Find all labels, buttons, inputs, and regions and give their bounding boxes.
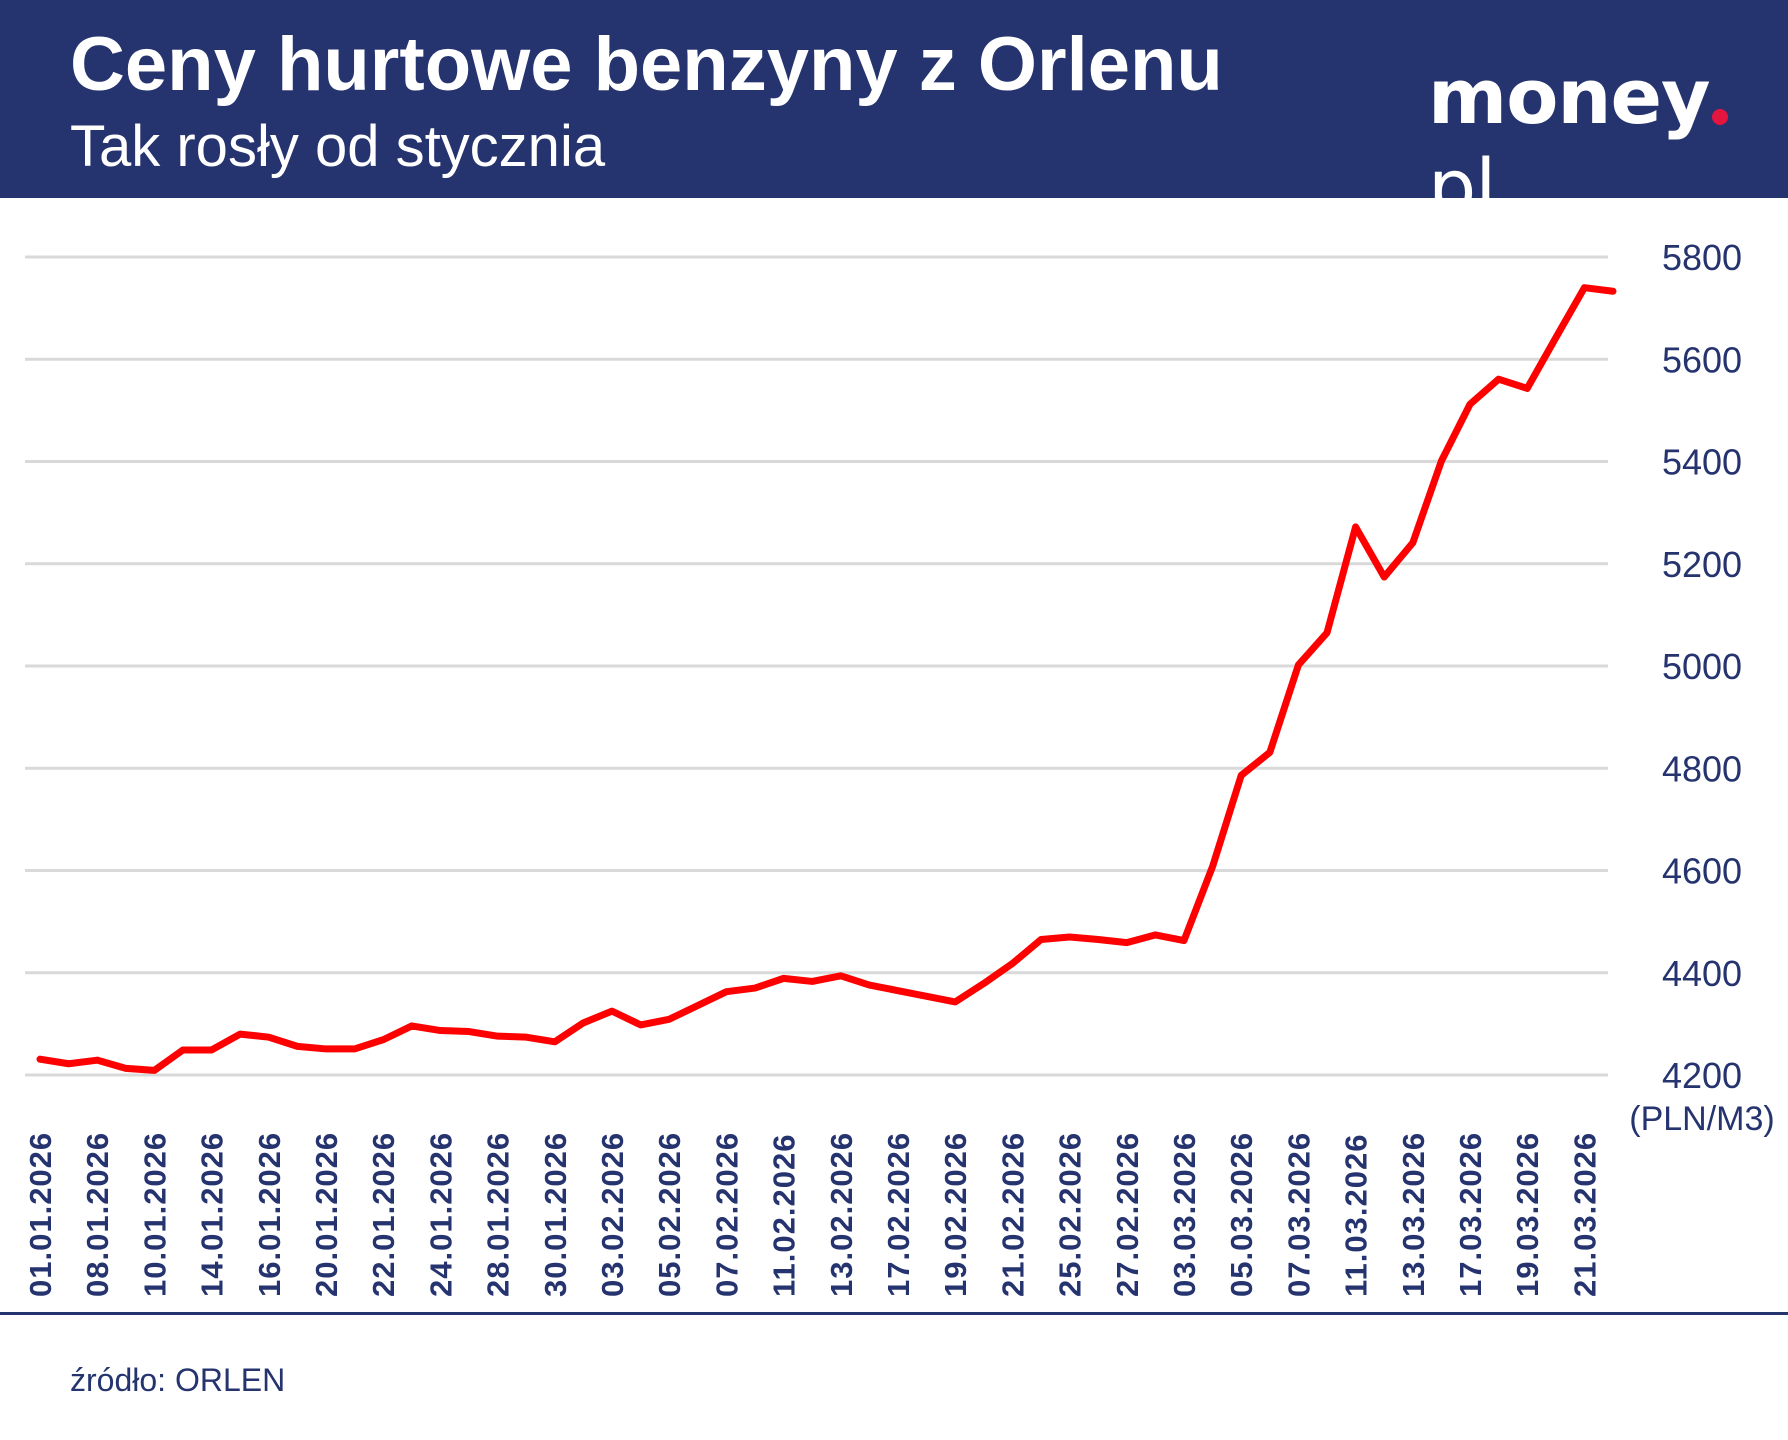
x-tick-label: 03.02.2026 (595, 1132, 630, 1297)
x-tick-label: 27.02.2026 (1110, 1132, 1145, 1297)
y-tick-label: 5000 (1662, 646, 1742, 687)
x-tick-label: 24.01.2026 (423, 1132, 458, 1297)
x-tick-label: 25.02.2026 (1053, 1132, 1088, 1297)
x-tick-label: 28.01.2026 (481, 1132, 516, 1297)
x-tick-label: 14.01.2026 (195, 1132, 230, 1297)
x-tick-label: 30.01.2026 (538, 1132, 573, 1297)
price-line (36, 284, 1617, 1074)
x-tick-label: 16.01.2026 (252, 1132, 287, 1297)
x-tick-label: 10.01.2026 (137, 1132, 172, 1297)
x-tick-label: 11.03.2026 (1339, 1134, 1374, 1297)
x-tick-label: 03.03.2026 (1167, 1132, 1202, 1297)
y-tick-label: 5600 (1662, 339, 1742, 380)
x-tick-label: 22.01.2026 (366, 1132, 401, 1297)
x-tick-label: 13.02.2026 (824, 1132, 859, 1297)
x-tick-label: 13.03.2026 (1396, 1132, 1431, 1297)
x-tick-label: 07.03.2026 (1281, 1132, 1316, 1297)
x-tick-label: 19.03.2026 (1510, 1132, 1545, 1297)
x-tick-label: 17.02.2026 (881, 1132, 916, 1297)
x-tick-label: 07.02.2026 (709, 1132, 744, 1297)
source-note: źródło: ORLEN (70, 1362, 286, 1398)
x-tick-label: 21.03.2026 (1567, 1132, 1602, 1297)
logo-dot-icon (1711, 109, 1728, 125)
x-tick-label: 20.01.2026 (309, 1132, 344, 1297)
money-pl-logo: moneypl (1428, 52, 1788, 232)
x-tick-label: 05.02.2026 (652, 1132, 687, 1297)
x-tick-label: 05.03.2026 (1224, 1132, 1259, 1297)
x-tick-label: 08.01.2026 (80, 1132, 115, 1297)
chart-title: Ceny hurtowe benzyny z Orlenu (70, 22, 1223, 107)
y-tick-label: 5200 (1662, 544, 1742, 585)
x-tick-label: 21.02.2026 (995, 1132, 1030, 1297)
y-axis-unit-label: (PLN/M3) (1629, 1100, 1774, 1138)
header-banner: Ceny hurtowe benzyny z Orlenu Tak rosły … (0, 0, 1788, 231)
y-tick-label: 5800 (1662, 237, 1742, 278)
y-tick-label: 4400 (1662, 953, 1742, 994)
divider (0, 1312, 1788, 1315)
y-tick-label: 4800 (1662, 748, 1742, 789)
chart-subtitle: Tak rosły od stycznia (70, 114, 606, 179)
y-tick-label: 4200 (1662, 1055, 1742, 1096)
x-tick-label: 01.01.2026 (23, 1132, 58, 1297)
x-tick-label: 11.02.2026 (767, 1134, 802, 1297)
y-tick-label: 4600 (1662, 851, 1742, 892)
x-tick-label: 19.02.2026 (938, 1132, 973, 1297)
x-tick-label: 17.03.2026 (1453, 1132, 1488, 1297)
y-tick-label: 5400 (1662, 442, 1742, 483)
